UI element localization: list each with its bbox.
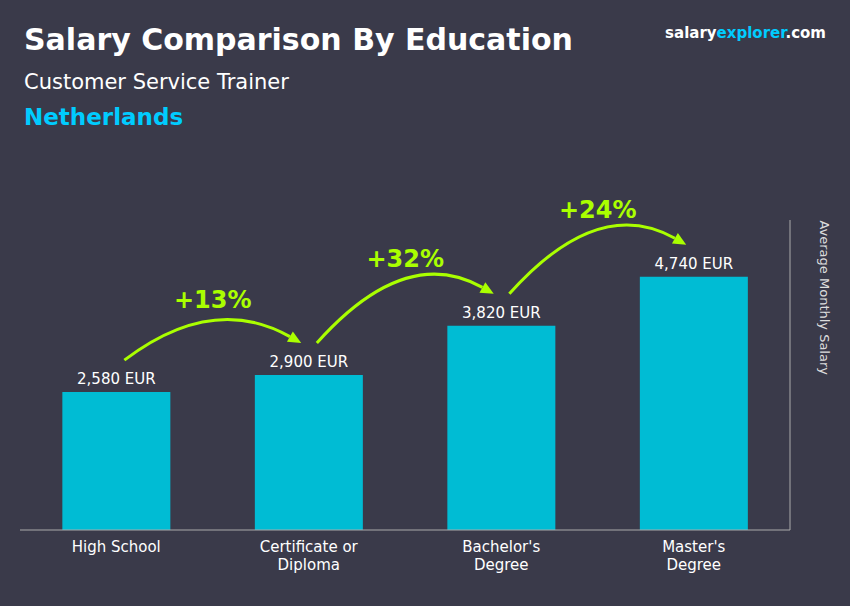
- svg-text:2,900 EUR: 2,900 EUR: [270, 353, 349, 371]
- svg-text:Master'sDegree: Master'sDegree: [662, 538, 725, 574]
- html-text:Netherlands: Netherlands: [24, 104, 184, 130]
- svg-text:Bachelor'sDegree: Bachelor'sDegree: [462, 538, 540, 574]
- svg-text:+24%: +24%: [559, 196, 637, 224]
- html-text:Customer Service Trainer: Customer Service Trainer: [24, 70, 289, 94]
- svg-text:4,740 EUR: 4,740 EUR: [655, 255, 734, 273]
- svg-text:Certificate orDiploma: Certificate orDiploma: [260, 538, 359, 574]
- html-text:salary explorer.com: salary explorer.com: [665, 24, 826, 42]
- svg-text:+13%: +13%: [174, 286, 252, 314]
- svg-text:High School: High School: [72, 538, 161, 556]
- svg-text:2,580 EUR: 2,580 EUR: [77, 370, 156, 388]
- svg-text:Average Monthly Salary: Average Monthly Salary: [817, 220, 832, 375]
- html-text:Salary Comparison By Education: Salary Comparison By Education: [24, 22, 573, 57]
- svg-text:+32%: +32%: [366, 245, 444, 273]
- svg-text:3,820 EUR: 3,820 EUR: [462, 304, 541, 322]
